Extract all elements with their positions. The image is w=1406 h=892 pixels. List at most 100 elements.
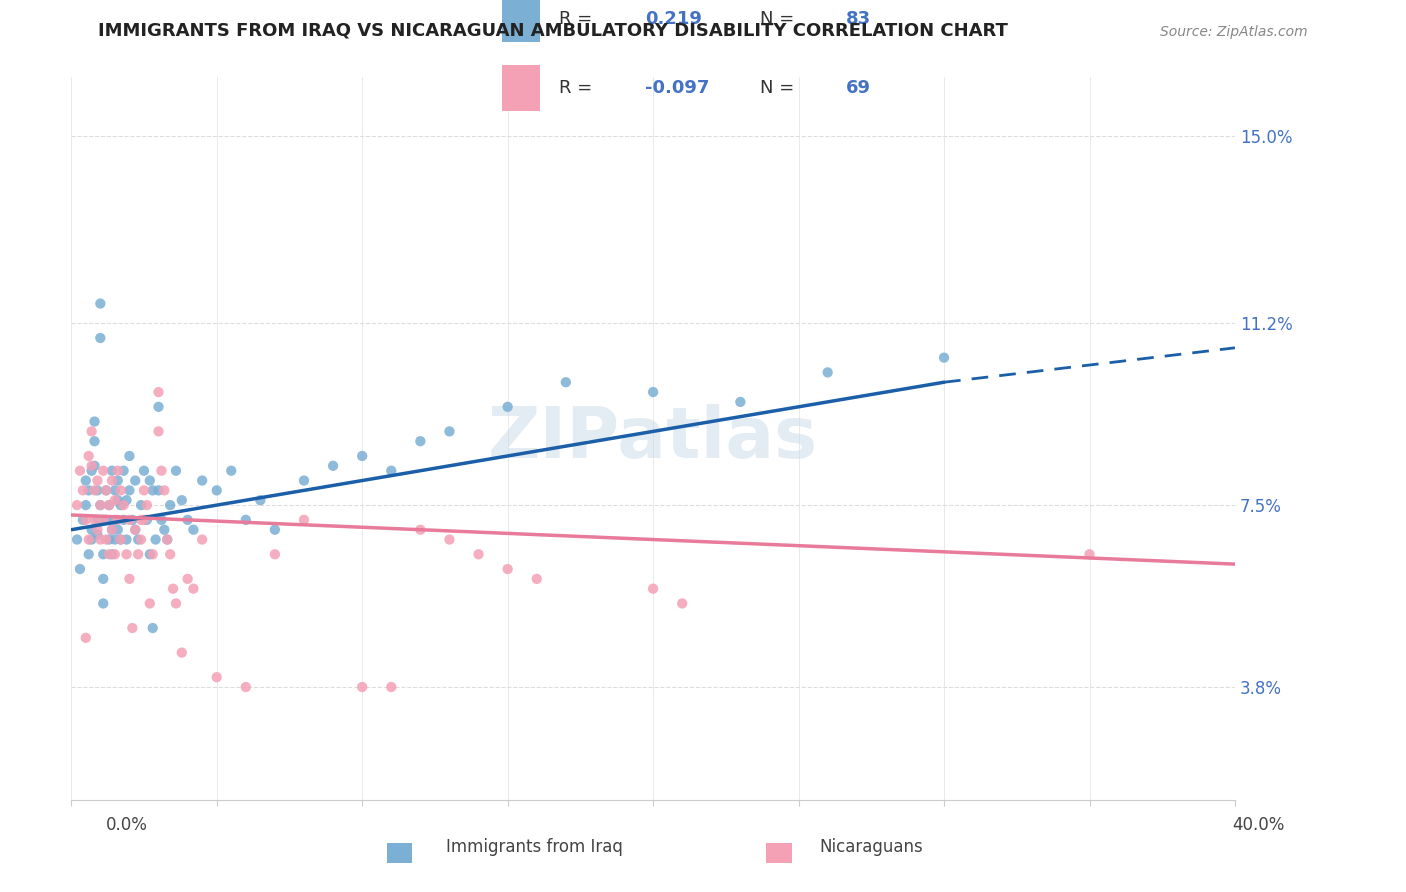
Text: R =: R =	[560, 78, 598, 96]
Point	[80, 523, 103, 537]
Point	[159, 547, 181, 561]
Point	[142, 621, 165, 635]
Point	[409, 434, 432, 449]
Point	[101, 523, 124, 537]
Point	[264, 547, 287, 561]
Point	[292, 474, 315, 488]
Point	[121, 513, 143, 527]
Point	[69, 464, 91, 478]
Point	[165, 464, 187, 478]
Point	[98, 533, 121, 547]
Text: R =: R =	[560, 11, 598, 29]
Point	[124, 474, 146, 488]
Point	[139, 597, 162, 611]
Point	[439, 425, 461, 439]
Point	[159, 498, 181, 512]
Point	[148, 483, 170, 498]
Point	[101, 547, 124, 561]
Point	[98, 498, 121, 512]
Point	[115, 547, 138, 561]
Point	[322, 458, 344, 473]
Point	[75, 474, 97, 488]
Point	[191, 533, 214, 547]
Point	[83, 415, 105, 429]
Point	[142, 547, 165, 561]
Point	[1078, 547, 1101, 561]
Point	[124, 523, 146, 537]
Point	[292, 513, 315, 527]
Point	[107, 474, 129, 488]
Point	[86, 523, 108, 537]
Text: IMMIGRANTS FROM IRAQ VS NICARAGUAN AMBULATORY DISABILITY CORRELATION CHART: IMMIGRANTS FROM IRAQ VS NICARAGUAN AMBUL…	[98, 21, 1008, 39]
Point	[77, 483, 100, 498]
Point	[526, 572, 548, 586]
Point	[110, 483, 132, 498]
Point	[219, 464, 242, 478]
Point	[496, 400, 519, 414]
Point	[165, 597, 187, 611]
Point	[72, 483, 94, 498]
Point	[75, 631, 97, 645]
Text: Source: ZipAtlas.com: Source: ZipAtlas.com	[1160, 25, 1308, 38]
Point	[101, 464, 124, 478]
Point	[69, 562, 91, 576]
Point	[643, 385, 665, 400]
Point	[83, 513, 105, 527]
Point	[83, 434, 105, 449]
Point	[115, 493, 138, 508]
Point	[98, 498, 121, 512]
Point	[150, 513, 173, 527]
Point	[153, 523, 176, 537]
Point	[91, 597, 114, 611]
Point	[110, 533, 132, 547]
Point	[86, 527, 108, 541]
Text: 83: 83	[846, 11, 870, 29]
Point	[467, 547, 489, 561]
Text: -0.097: -0.097	[645, 78, 710, 96]
Text: 0.0%: 0.0%	[105, 815, 148, 833]
Point	[496, 562, 519, 576]
Point	[83, 458, 105, 473]
Text: 0.219: 0.219	[645, 11, 702, 29]
Point	[118, 483, 141, 498]
Point	[89, 331, 111, 345]
Point	[554, 376, 576, 390]
Point	[112, 513, 135, 527]
Point	[135, 513, 157, 527]
Point	[730, 395, 752, 409]
Point	[249, 493, 271, 508]
Point	[112, 464, 135, 478]
Point	[118, 449, 141, 463]
Point	[127, 547, 149, 561]
Point	[153, 483, 176, 498]
Point	[145, 533, 167, 547]
Point	[129, 498, 152, 512]
Point	[183, 582, 205, 596]
Point	[205, 483, 228, 498]
Point	[66, 498, 89, 512]
Point	[77, 449, 100, 463]
Point	[156, 533, 179, 547]
Point	[932, 351, 955, 365]
Point	[643, 582, 665, 596]
Point	[80, 425, 103, 439]
Point	[101, 523, 124, 537]
Point	[80, 533, 103, 547]
Point	[139, 547, 162, 561]
Point	[671, 597, 693, 611]
Point	[66, 533, 89, 547]
Text: Nicaraguans: Nicaraguans	[820, 838, 924, 855]
Point	[86, 513, 108, 527]
Point	[409, 523, 432, 537]
Point	[183, 523, 205, 537]
Point	[118, 572, 141, 586]
Point	[148, 400, 170, 414]
Point	[107, 493, 129, 508]
Point	[104, 533, 127, 547]
Point	[80, 458, 103, 473]
Point	[352, 449, 374, 463]
Point	[89, 533, 111, 547]
FancyBboxPatch shape	[502, 65, 540, 111]
Point	[91, 572, 114, 586]
Point	[118, 513, 141, 527]
